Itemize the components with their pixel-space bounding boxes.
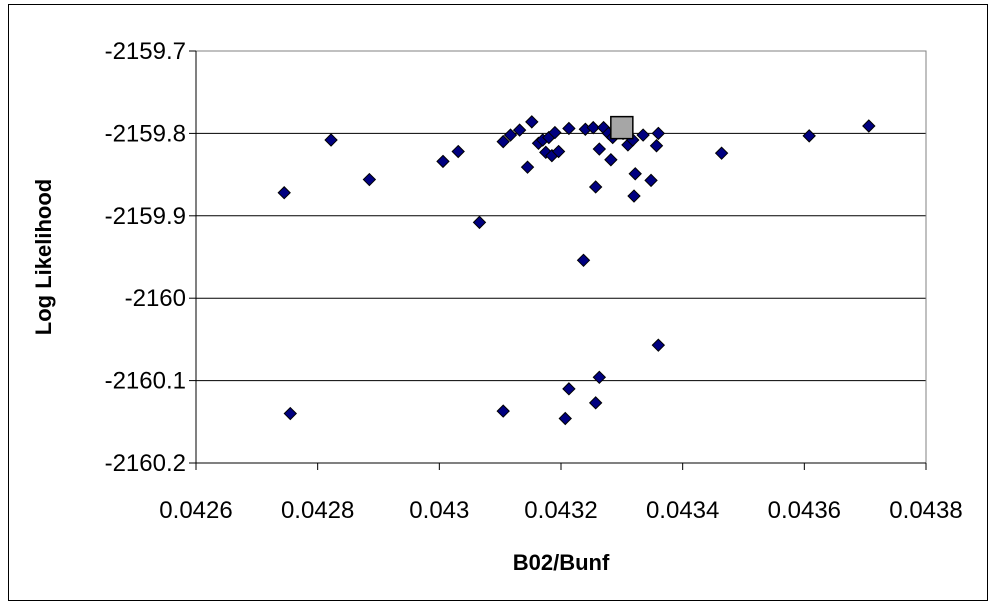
- data-point: [496, 134, 510, 149]
- data-point: [520, 160, 535, 174]
- data-point: [604, 153, 618, 167]
- data-point: [525, 115, 539, 129]
- highlighted-point: [610, 115, 634, 140]
- data-point: [644, 173, 658, 188]
- data-point: [802, 129, 816, 143]
- tick-labels: -2159.7 -2159.8 -2159.9 -2160 -2160.1 -2160.2…: [105, 38, 963, 524]
- data-point: [277, 186, 291, 200]
- data-point: [649, 139, 664, 153]
- x-tick-label: 0.0428: [281, 497, 354, 524]
- x-tick-label: 0.0438: [889, 497, 962, 524]
- y-tick-label: -2160.1: [105, 368, 186, 395]
- data-point: [862, 119, 876, 133]
- data-point: [592, 142, 607, 156]
- data-point: [586, 120, 600, 135]
- y-tick-label: -2159.7: [105, 38, 186, 65]
- data-point: [503, 128, 518, 142]
- data-point: [636, 128, 650, 142]
- y-tick-label: -2159.9: [105, 203, 186, 230]
- x-axis-title: B02/Bunf: [513, 550, 610, 575]
- data-point: [588, 180, 603, 194]
- chart-frame: -2159.7 -2159.8 -2159.9 -2160 -2160.1 -2160.2…: [8, 4, 988, 601]
- y-tick-label: -2160: [125, 285, 186, 312]
- data-point: [628, 167, 642, 181]
- data-point: [627, 189, 641, 203]
- x-tick-label: 0.043: [409, 497, 469, 524]
- x-tick-label: 0.0436: [768, 497, 841, 524]
- x-tick-label: 0.0426: [159, 497, 232, 524]
- data-point: [324, 133, 338, 147]
- axes: [189, 50, 927, 470]
- x-tick-label: 0.0432: [524, 497, 597, 524]
- data-point: [592, 370, 607, 385]
- y-axis-title: Log Likelihood: [31, 179, 56, 335]
- data-point: [651, 126, 666, 141]
- data-point: [472, 215, 487, 230]
- data-point: [436, 154, 450, 169]
- data-point: [714, 146, 729, 160]
- scatter-chart: -2159.7 -2159.8 -2159.9 -2160 -2160.1 -2160.2…: [31, 38, 963, 575]
- data-point: [562, 382, 576, 396]
- data-point: [651, 338, 666, 352]
- x-tick-label: 0.0434: [646, 497, 719, 524]
- y-tick-label: -2160.2: [105, 450, 186, 477]
- data-point: [451, 144, 465, 159]
- data-points: [277, 115, 876, 426]
- data-point: [576, 253, 591, 268]
- data-point: [562, 121, 576, 136]
- data-point: [588, 396, 603, 410]
- data-point: [362, 172, 377, 187]
- y-tick-label: -2159.8: [105, 120, 186, 147]
- data-point: [548, 125, 562, 140]
- data-point: [512, 123, 527, 137]
- plot-area: [195, 50, 927, 464]
- gridlines: [196, 50, 926, 464]
- data-point: [496, 404, 510, 418]
- data-point: [551, 144, 566, 159]
- data-point: [283, 406, 297, 421]
- data-point: [558, 411, 572, 426]
